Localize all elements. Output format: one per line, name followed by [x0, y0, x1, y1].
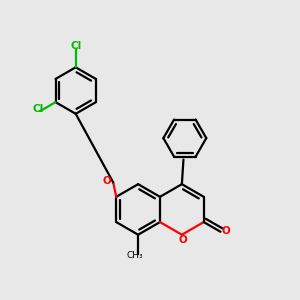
Text: O: O — [221, 226, 230, 236]
Text: Cl: Cl — [32, 104, 44, 114]
Text: CH₃: CH₃ — [126, 251, 143, 260]
Text: O: O — [178, 235, 187, 245]
Text: Cl: Cl — [70, 41, 81, 51]
Text: O: O — [102, 176, 111, 186]
